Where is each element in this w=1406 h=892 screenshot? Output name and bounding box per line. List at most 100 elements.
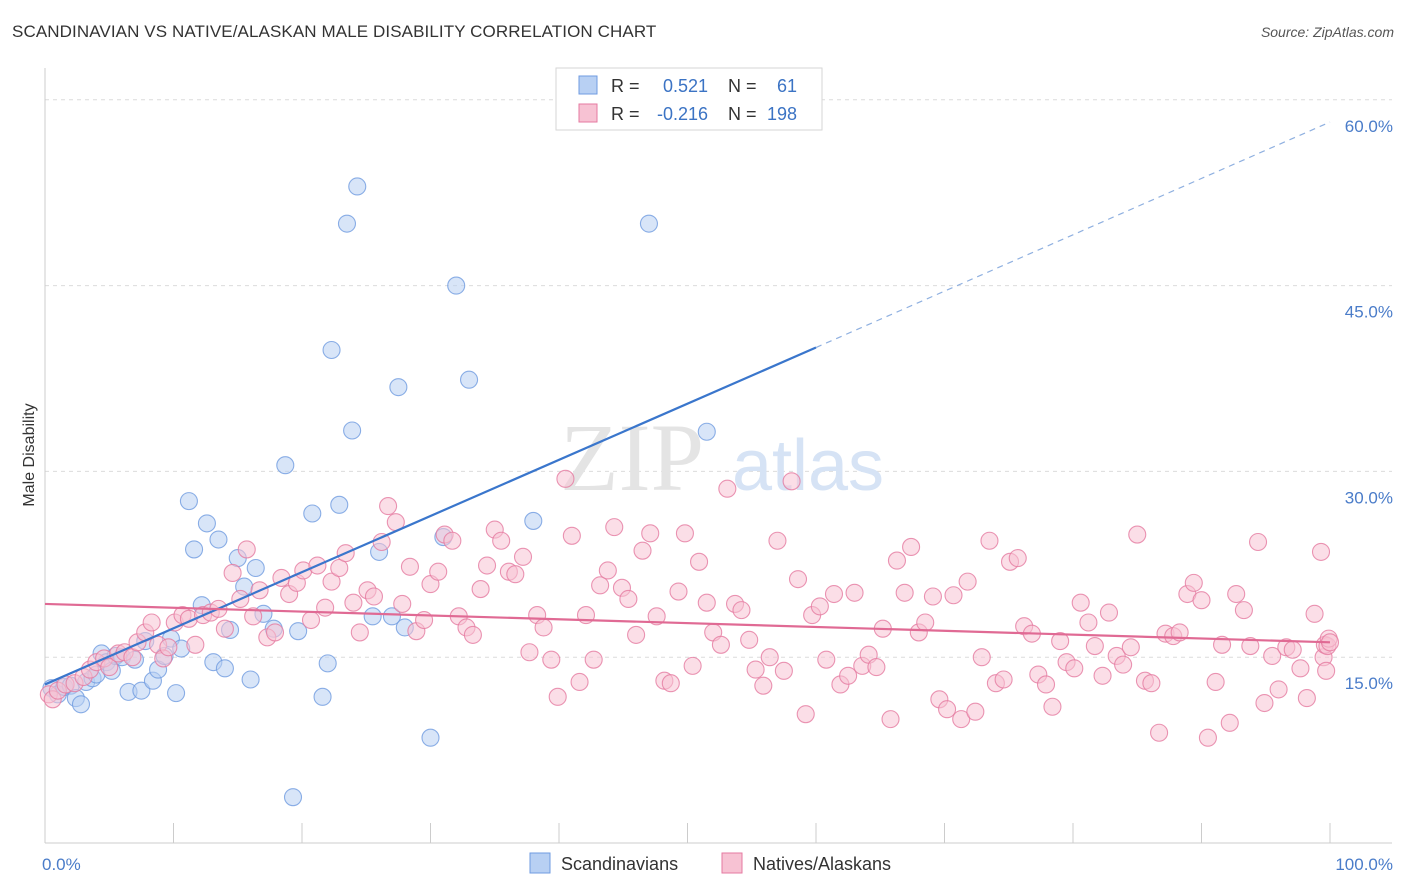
scandinavian-point-48 — [348, 177, 367, 196]
scandinavian-point-44 — [322, 340, 341, 360]
scandinavian-point-59 — [639, 214, 659, 233]
tick-labels: 15.0% 30.0% 45.0% 60.0% 0.0% 100.0% — [42, 117, 1393, 874]
native-point-143 — [1043, 697, 1062, 716]
native-point-129 — [944, 586, 963, 605]
scandinavian-point-56 — [447, 276, 466, 295]
y-axis-label: Male Disability — [21, 403, 38, 506]
legend-r-label-2: R = — [611, 104, 640, 124]
y-tick-label-1: 30.0% — [1345, 488, 1393, 507]
native-point-86 — [641, 524, 660, 543]
native-point-27 — [223, 563, 242, 583]
watermark: ZIP atlas — [560, 404, 884, 511]
x-tick-label-1: 100.0% — [1335, 855, 1393, 874]
native-point-168 — [1220, 713, 1239, 732]
scandinavian-point-52 — [389, 378, 408, 397]
native-point-112 — [824, 584, 844, 604]
scandinavian-point-30 — [215, 659, 234, 678]
scandinavian-point-22 — [167, 684, 186, 703]
legend-r-value-2: -0.216 — [657, 104, 708, 124]
y-tick-label-2: 45.0% — [1345, 303, 1393, 322]
native-point-114 — [839, 666, 858, 685]
native-point-153 — [1114, 655, 1133, 674]
native-point-134 — [980, 531, 999, 550]
native-point-108 — [796, 705, 815, 724]
scandinavian-point-51 — [382, 607, 402, 626]
scandinavian-point-24 — [179, 492, 198, 511]
native-point-147 — [1071, 593, 1090, 612]
native-point-155 — [1128, 525, 1147, 544]
native-point-74 — [556, 469, 575, 488]
native-point-45 — [350, 623, 369, 642]
native-point-180 — [1305, 604, 1324, 623]
native-point-184 — [1317, 661, 1336, 680]
native-point-121 — [887, 551, 907, 570]
native-trend-line — [44, 602, 1331, 644]
native-point-89 — [661, 674, 680, 693]
native-point-130 — [952, 710, 971, 729]
native-point-142 — [1036, 675, 1056, 694]
native-point-138 — [1008, 549, 1027, 568]
scandinavian-point-25 — [185, 540, 204, 559]
native-point-72 — [542, 650, 561, 669]
native-point-111 — [817, 650, 836, 669]
native-point-177 — [1283, 640, 1302, 659]
series-legend-scandinavians: Scandinavians — [561, 854, 678, 874]
scandinavian-point-39 — [283, 788, 303, 807]
scandinavian-point-16 — [132, 681, 151, 700]
native-point-90 — [669, 582, 688, 601]
native-point-33 — [265, 623, 285, 642]
scandinavian-point-58 — [524, 511, 543, 530]
native-point-174 — [1263, 646, 1282, 666]
native-point-81 — [605, 518, 624, 537]
native-point-110 — [810, 597, 829, 616]
native-point-128 — [938, 700, 957, 719]
scandinavian-point-60 — [697, 422, 716, 441]
series-legend-swatch-natives — [721, 852, 743, 874]
native-point-101 — [746, 660, 765, 679]
scandinavian-point-5 — [71, 695, 91, 714]
scandinavian-point-43 — [318, 654, 337, 673]
native-point-58 — [443, 531, 462, 550]
native-point-144 — [1051, 632, 1070, 651]
legend-n-value-2: 198 — [767, 104, 797, 124]
legend-n-value-1: 61 — [777, 76, 797, 96]
native-point-136 — [994, 670, 1013, 689]
native-point-61 — [463, 625, 482, 644]
series-legend: Scandinavians Natives/Alaskans — [529, 852, 891, 874]
native-point-51 — [393, 594, 412, 613]
native-point-67 — [506, 565, 525, 584]
scandinavian-point-57 — [459, 370, 479, 389]
native-point-38 — [301, 610, 321, 630]
native-point-167 — [1213, 635, 1232, 654]
native-point-125 — [916, 613, 935, 632]
scandinavian-point-40 — [289, 622, 308, 641]
native-point-122 — [895, 583, 914, 602]
y-tick-label-0: 15.0% — [1345, 674, 1393, 693]
scandinavian-point-27 — [197, 514, 216, 533]
x-tick-label-0: 0.0% — [42, 855, 81, 874]
native-point-103 — [760, 648, 779, 667]
native-point-173 — [1255, 693, 1274, 713]
native-point-26 — [215, 619, 234, 638]
native-point-92 — [683, 656, 702, 675]
scandinavian-point-45 — [330, 495, 349, 514]
native-point-63 — [477, 556, 497, 575]
scandinavian-point-41 — [303, 504, 322, 523]
native-point-41 — [322, 572, 341, 591]
native-point-96 — [711, 635, 730, 654]
scandinavian-point-29 — [209, 530, 228, 549]
native-point-107 — [788, 570, 808, 589]
native-point-148 — [1079, 613, 1098, 632]
scandinavian-point-54 — [421, 728, 440, 747]
native-point-158 — [1150, 723, 1169, 742]
native-point-84 — [627, 625, 646, 644]
native-point-97 — [718, 479, 737, 498]
chart-title: SCANDINAVIAN VS NATIVE/ALASKAN MALE DISA… — [12, 22, 657, 41]
native-point-83 — [619, 589, 638, 609]
stats-legend: R = 0.521 N = 61 R = -0.216 N = 198 — [555, 67, 823, 131]
native-point-56 — [429, 562, 448, 581]
native-point-163 — [1184, 573, 1203, 592]
watermark-zip: ZIP — [560, 404, 704, 511]
native-point-181 — [1311, 542, 1331, 561]
